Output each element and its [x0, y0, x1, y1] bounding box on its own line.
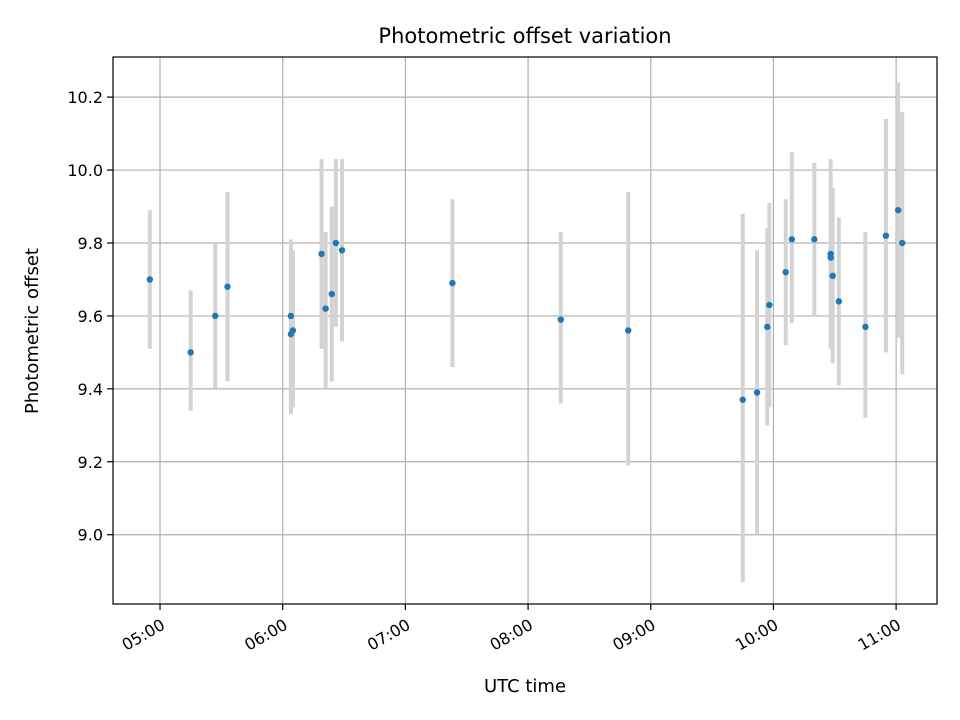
data-point — [289, 327, 297, 334]
chart-title: Photometric offset variation — [378, 24, 671, 48]
data-point — [322, 305, 329, 312]
data-point — [328, 290, 335, 298]
data-point — [557, 316, 564, 323]
data-point — [332, 239, 340, 247]
data-point — [827, 254, 834, 261]
data-point — [224, 283, 231, 290]
grid — [113, 57, 937, 604]
data-point — [212, 312, 219, 320]
y-tick-label: 9.2 — [78, 453, 103, 472]
data-point — [739, 396, 746, 403]
y-tick-label: 9.8 — [78, 234, 103, 253]
data-point — [449, 279, 456, 287]
data-point — [788, 236, 796, 243]
data-point — [625, 327, 632, 334]
data-point — [753, 389, 761, 396]
data-point — [146, 276, 154, 283]
data-point — [899, 239, 906, 247]
data-point — [882, 232, 890, 239]
data-point — [766, 301, 773, 309]
data-point — [894, 206, 902, 214]
data-point — [338, 247, 346, 254]
y-tick-label: 10.0 — [67, 161, 103, 180]
y-tick-label: 10.2 — [67, 88, 103, 107]
data-point — [287, 312, 295, 320]
data-points — [146, 206, 906, 403]
data-point — [862, 323, 869, 331]
data-point — [829, 272, 836, 279]
y-axis-label: Photometric offset — [22, 248, 43, 414]
y-tick-label: 9.0 — [78, 526, 103, 545]
x-axis-label: UTC time — [484, 676, 566, 697]
data-point — [318, 250, 325, 258]
y-tick-label: 9.4 — [78, 380, 103, 399]
y-axis-ticks: 9.0 9.2 9.4 9.6 9.8 10.0 10.2 — [67, 88, 113, 545]
data-point — [187, 349, 194, 356]
data-point — [835, 298, 843, 305]
plot-frame — [112, 56, 938, 605]
data-point — [782, 268, 789, 276]
y-tick-label: 9.6 — [78, 307, 103, 326]
data-point — [764, 323, 771, 331]
data-point — [811, 236, 818, 243]
